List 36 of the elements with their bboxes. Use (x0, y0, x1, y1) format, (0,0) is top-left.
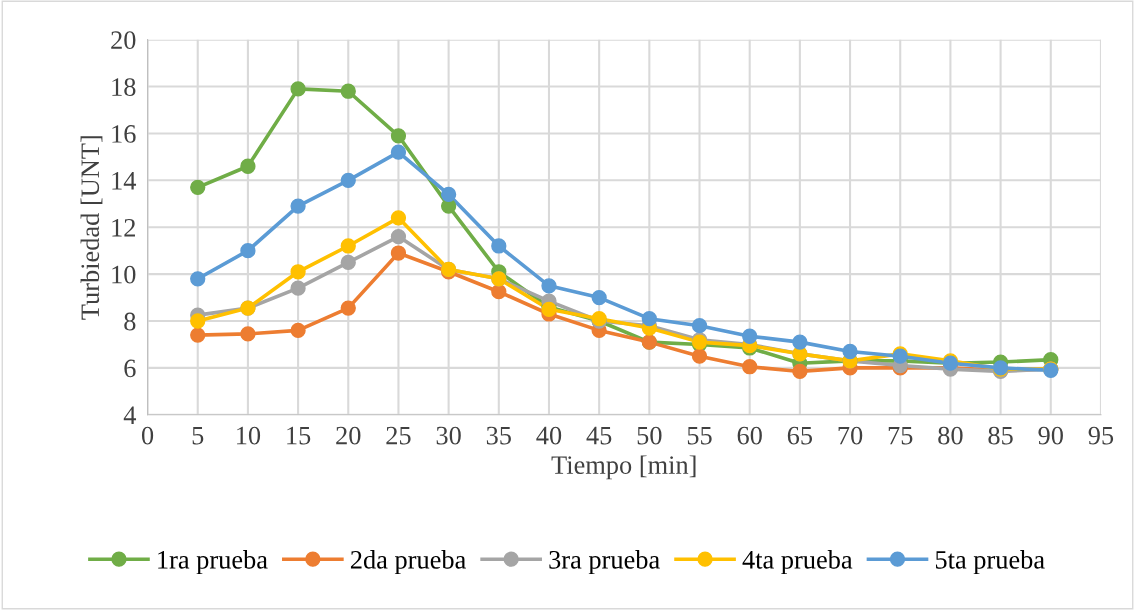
y-tick-label: 16 (112, 125, 136, 143)
x-tick-label: 55 (687, 426, 712, 445)
legend-label: 4ta prueba (742, 550, 853, 575)
legend-label: 3ra prueba (549, 550, 660, 575)
y-tick-label: 6 (124, 359, 136, 378)
x-tick-label: 15 (287, 426, 311, 445)
x-tick-label: 95 (1088, 426, 1114, 445)
x-tick-label: 65 (787, 426, 813, 445)
x-tick-label: 40 (536, 426, 562, 445)
x-tick-label: 70 (838, 426, 863, 445)
x-tick-label: 10 (237, 426, 261, 445)
y-tick-label: 18 (112, 78, 136, 96)
y-axis-title: Turbiedad [UNT] (80, 136, 103, 320)
y-tick-label: 20 (111, 31, 136, 50)
y-tick-label: 8 (124, 312, 136, 331)
legend-label: 2da prueba (350, 550, 466, 575)
legend-label: 1ra prueba (158, 550, 268, 575)
y-tick-label: 12 (112, 218, 135, 237)
x-tick-label: 80 (938, 426, 963, 445)
x-tick-label: 35 (486, 426, 511, 445)
x-tick-label: 0 (141, 426, 154, 445)
x-tick-label: 90 (1038, 426, 1063, 445)
x-tick-label: 5 (192, 426, 204, 445)
y-tick-label: 4 (123, 406, 137, 424)
x-tick-label: 30 (436, 426, 461, 445)
x-tick-label: 85 (988, 426, 1013, 445)
x-tick-label: 75 (888, 426, 913, 445)
x-tick-label: 20 (336, 426, 361, 445)
y-tick-label: 14 (112, 172, 137, 190)
x-tick-label: 60 (737, 426, 762, 445)
y-tick-label: 10 (112, 265, 136, 284)
x-axis-title: Tiempo [min] (551, 455, 696, 480)
x-tick-label: 45 (586, 426, 612, 445)
x-tick-label: 50 (637, 426, 662, 445)
x-tick-label: 25 (386, 426, 411, 445)
legend-label: 5ta prueba (935, 550, 1045, 575)
